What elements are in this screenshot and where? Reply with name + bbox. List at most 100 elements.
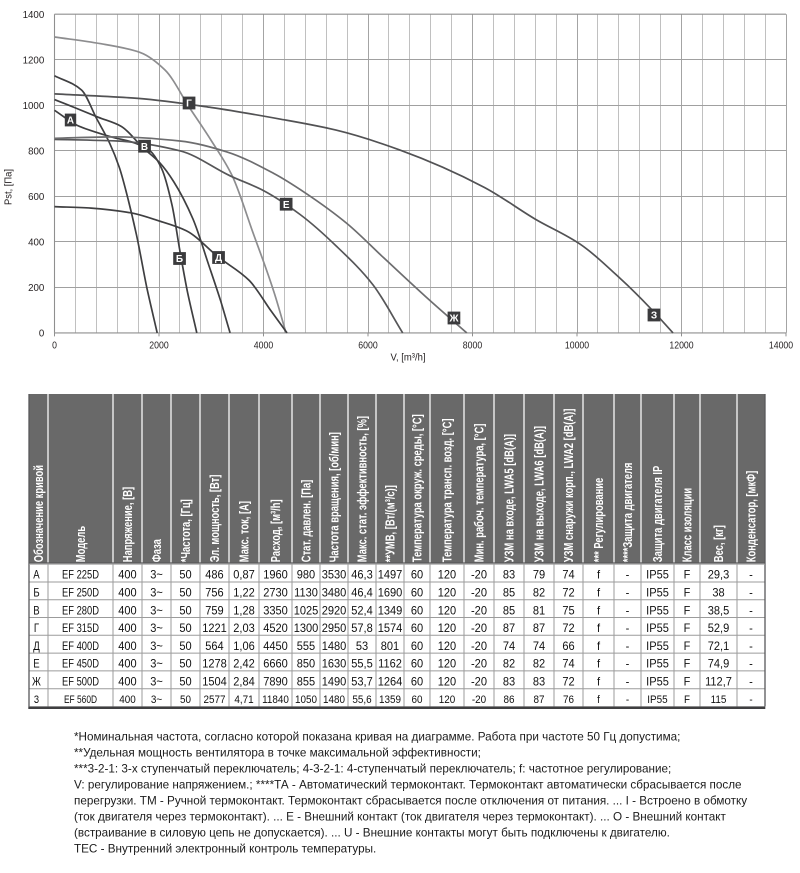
svg-text:Ж: Ж (449, 314, 460, 325)
svg-text:3350: 3350 (263, 603, 288, 617)
svg-text:IP55: IP55 (646, 603, 669, 617)
svg-text:EF 280D: EF 280D (62, 603, 99, 617)
svg-text:F: F (684, 639, 691, 653)
svg-text:УЗМ снаружи корп., LWA2 [dB(A): УЗМ снаружи корп., LWA2 [dB(A)] (562, 409, 576, 563)
svg-text:УЗМ на входе, LWA5 [dB(A)]: УЗМ на входе, LWA5 [dB(A)] (502, 434, 516, 562)
svg-text:564: 564 (205, 639, 224, 653)
svg-text:10000: 10000 (565, 341, 589, 352)
svg-text:А: А (67, 116, 74, 127)
svg-text:1025: 1025 (294, 603, 319, 617)
svg-text:81: 81 (533, 603, 546, 617)
svg-text:3~: 3~ (150, 568, 163, 582)
svg-text:200: 200 (28, 283, 44, 294)
svg-text:-20: -20 (472, 694, 486, 706)
svg-text:87: 87 (503, 621, 516, 635)
svg-text:120: 120 (438, 603, 457, 617)
svg-text:-: - (626, 621, 630, 635)
svg-text:53,7: 53,7 (351, 674, 373, 688)
svg-text:74: 74 (562, 568, 575, 582)
svg-text:IP55: IP55 (646, 639, 669, 653)
svg-text:1050: 1050 (295, 694, 317, 706)
svg-text:Класс изоляции: Класс изоляции (680, 488, 694, 562)
svg-text:Д: Д (33, 639, 40, 653)
svg-text:87: 87 (533, 621, 546, 635)
svg-text:2,42: 2,42 (233, 657, 255, 671)
svg-text:75: 75 (562, 603, 575, 617)
svg-text:-: - (626, 657, 630, 671)
svg-text:1000: 1000 (23, 101, 45, 112)
svg-text:f: f (597, 657, 601, 671)
svg-text:EF 400D: EF 400D (62, 639, 99, 653)
svg-text:850: 850 (297, 657, 316, 671)
svg-text:-: - (626, 674, 630, 688)
svg-text:82: 82 (533, 657, 546, 671)
svg-text:Температура окруж. среды, [°С]: Температура окруж. среды, [°С] (410, 414, 424, 562)
svg-text:Е: Е (283, 200, 290, 211)
svg-text:-: - (749, 639, 753, 653)
svg-text:f: f (597, 621, 601, 635)
svg-text:50: 50 (179, 639, 192, 653)
svg-text:1504: 1504 (202, 674, 227, 688)
svg-text:-: - (749, 674, 753, 688)
svg-text:4,71: 4,71 (234, 694, 253, 706)
svg-text:f: f (597, 586, 601, 600)
svg-text:50: 50 (179, 586, 192, 600)
svg-text:1,06: 1,06 (233, 639, 255, 653)
svg-text:-: - (749, 586, 753, 600)
svg-text:1574: 1574 (378, 621, 403, 635)
svg-text:В: В (141, 142, 148, 153)
svg-text:8000: 8000 (463, 341, 483, 352)
svg-text:-: - (749, 657, 753, 671)
svg-text:-: - (626, 586, 630, 600)
svg-text:З: З (651, 311, 657, 322)
svg-text:-: - (626, 639, 630, 653)
svg-text:-20: -20 (471, 586, 487, 600)
svg-text:57,8: 57,8 (351, 621, 373, 635)
svg-text:f: f (597, 694, 601, 706)
svg-text:50: 50 (179, 568, 192, 582)
svg-text:Д: Д (215, 253, 222, 264)
svg-text:F: F (684, 621, 691, 635)
svg-text:**УМВ, [Вт/(м³/с)]: **УМВ, [Вт/(м³/с)] (383, 485, 397, 562)
svg-text:Расход, [м³/h]: Расход, [м³/h] (269, 499, 283, 562)
svg-text:120: 120 (438, 657, 457, 671)
svg-text:50: 50 (179, 657, 192, 671)
svg-text:Конденсатор, [мкФ]: Конденсатор, [мкФ] (744, 471, 758, 563)
svg-text:3~: 3~ (150, 586, 163, 600)
svg-text:74: 74 (533, 639, 546, 653)
svg-text:50: 50 (179, 674, 192, 688)
svg-text:IP55: IP55 (646, 674, 669, 688)
svg-text:74: 74 (562, 657, 575, 671)
svg-text:50: 50 (180, 694, 191, 706)
svg-text:EF 450D: EF 450D (62, 657, 99, 671)
svg-text:60: 60 (411, 657, 424, 671)
svg-text:Фаза: Фаза (150, 538, 164, 562)
svg-text:83: 83 (533, 674, 546, 688)
svg-text:-20: -20 (471, 568, 487, 582)
svg-text:А: А (33, 568, 39, 582)
svg-text:52,4: 52,4 (351, 603, 373, 617)
svg-text:801: 801 (381, 639, 400, 653)
svg-text:4000: 4000 (254, 341, 274, 352)
svg-text:Частота вращения, [об/мин]: Частота вращения, [об/мин] (327, 432, 341, 562)
svg-text:Эл. мощность, [Вт]: Эл. мощность, [Вт] (208, 475, 222, 563)
svg-text:3~: 3~ (150, 639, 163, 653)
svg-text:50: 50 (179, 621, 192, 635)
svg-text:79: 79 (533, 568, 546, 582)
svg-text:-20: -20 (471, 674, 487, 688)
svg-text:756: 756 (205, 586, 224, 600)
svg-text:1490: 1490 (322, 674, 347, 688)
svg-text:85: 85 (503, 586, 516, 600)
svg-text:3~: 3~ (150, 603, 163, 617)
svg-text:-20: -20 (471, 657, 487, 671)
svg-text:Температура трансп. возд. [°С]: Температура трансп. возд. [°С] (440, 419, 454, 563)
svg-text:14000: 14000 (769, 341, 793, 352)
svg-text:52,9: 52,9 (708, 621, 730, 635)
svg-text:50: 50 (179, 603, 192, 617)
svg-text:400: 400 (118, 586, 137, 600)
svg-text:V, [m³/h]: V, [m³/h] (391, 352, 426, 364)
svg-text:86: 86 (504, 694, 515, 706)
svg-text:60: 60 (411, 674, 424, 688)
svg-text:2920: 2920 (322, 603, 347, 617)
svg-text:1130: 1130 (294, 586, 318, 600)
